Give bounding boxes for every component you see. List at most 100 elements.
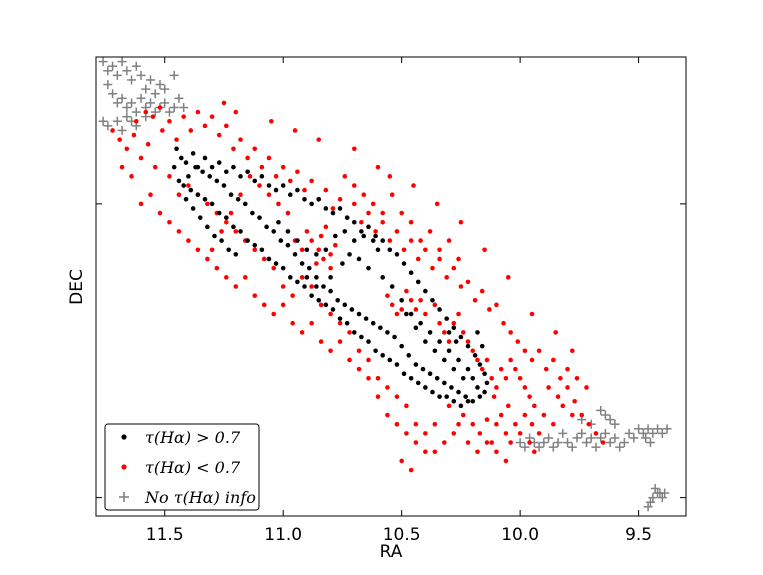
data-point-tau-low [133,118,139,124]
data-point-tau-low [224,275,229,280]
data-point-no-info [112,98,122,108]
data-point-tau-low [505,403,511,409]
data-point-tau-low [477,431,483,436]
data-point-tau-low [569,348,575,354]
data-point-tau-low [150,114,156,119]
data-point-tau-low [216,132,222,138]
x-tick-label: 11.5 [146,525,184,545]
data-point-tau-high [366,224,371,230]
data-point-tau-low [233,109,239,115]
data-point-tau-low [290,293,295,298]
data-point-tau-low [202,123,208,129]
data-point-tau-high [408,270,414,276]
data-point-tau-high [482,389,487,395]
data-point-tau-low [394,229,400,234]
data-point-tau-low [529,311,535,317]
data-point-tau-low [546,385,551,390]
data-point-no-info [596,405,606,415]
data-point-tau-high [415,279,421,285]
data-point-tau-low [299,247,305,253]
data-point-tau-low [318,233,324,239]
data-point-tau-low [380,210,386,216]
data-point-tau-high [370,238,376,243]
data-point-tau-low [475,357,480,363]
data-point-tau-low [487,307,492,312]
data-point-no-info [117,57,127,67]
legend: τ(Hα) > 0.7 τ(Hα) < 0.7 No τ(Hα) info [104,423,260,511]
data-point-tau-low [375,376,381,381]
data-point-tau-low [404,431,409,436]
data-point-tau-low [432,421,438,427]
data-point-tau-low [479,288,485,294]
data-point-tau-high [475,385,480,390]
data-point-tau-low [399,458,404,464]
data-point-tau-high [347,252,352,257]
data-point-tau-high [190,151,196,156]
data-point-tau-low [273,174,279,179]
data-point-tau-high [259,174,265,179]
data-point-tau-low [579,412,585,418]
data-point-tau-low [465,440,471,445]
data-point-tau-high [482,371,487,377]
data-point-tau-low [131,132,137,138]
data-point-tau-high [392,334,397,340]
data-point-tau-low [498,366,504,372]
data-point-tau-low [404,288,409,294]
data-point-tau-high [207,174,213,179]
data-point-tau-low [399,307,404,312]
data-point-tau-high [477,362,483,367]
data-point-tau-low [167,219,172,225]
data-point-tau-high [304,275,310,280]
data-point-no-info [643,424,653,434]
data-point-tau-high [446,348,452,354]
data-point-tau-high [280,265,286,271]
data-point-tau-low [446,403,452,409]
data-point-no-info [581,438,591,448]
data-point-no-info [160,84,170,94]
data-point-tau-low [359,219,364,225]
data-point-tau-low [458,219,464,225]
data-point-tau-high [224,169,229,175]
data-point-tau-low [427,229,433,234]
data-point-tau-low [423,449,428,455]
data-point-tau-low [138,201,144,207]
data-point-tau-low [269,118,274,124]
data-point-tau-high [356,256,362,262]
data-point-tau-low [148,192,153,197]
data-point-tau-low [318,339,324,344]
data-point-tau-low [299,330,305,335]
data-point-tau-low [176,192,182,197]
data-point-tau-low [456,421,461,427]
data-point-no-info [131,107,141,117]
data-point-tau-low [186,183,191,188]
data-point-tau-high [472,353,478,358]
data-point-tau-high [444,316,449,321]
data-point-tau-low [373,229,378,234]
data-point-tau-low [351,183,357,188]
data-point-no-info [539,438,549,448]
data-point-tau-low [287,178,293,184]
data-point-tau-low [508,330,513,335]
data-point-tau-high [413,325,419,331]
data-point-tau-low [176,229,182,234]
data-point-tau-high [304,247,310,253]
data-point-tau-low [389,192,395,197]
data-point-tau-low [404,403,409,409]
data-point-no-info [108,89,118,99]
data-point-tau-low [328,311,333,317]
data-point-tau-low [221,100,227,106]
data-point-tau-low [186,238,191,243]
data-point-tau-high [434,376,440,381]
data-point-tau-low [157,210,163,216]
legend-marker-tau-high [121,434,127,440]
data-point-tau-low [280,164,286,170]
data-point-no-info [103,80,113,90]
data-point-tau-high [465,366,471,372]
data-point-tau-low [479,366,485,372]
data-point-tau-low [413,421,419,427]
data-point-tau-high [233,252,239,257]
data-point-tau-low [380,219,386,225]
data-point-tau-low [399,210,404,216]
data-point-tau-high [356,311,362,317]
data-point-no-info [548,442,558,452]
